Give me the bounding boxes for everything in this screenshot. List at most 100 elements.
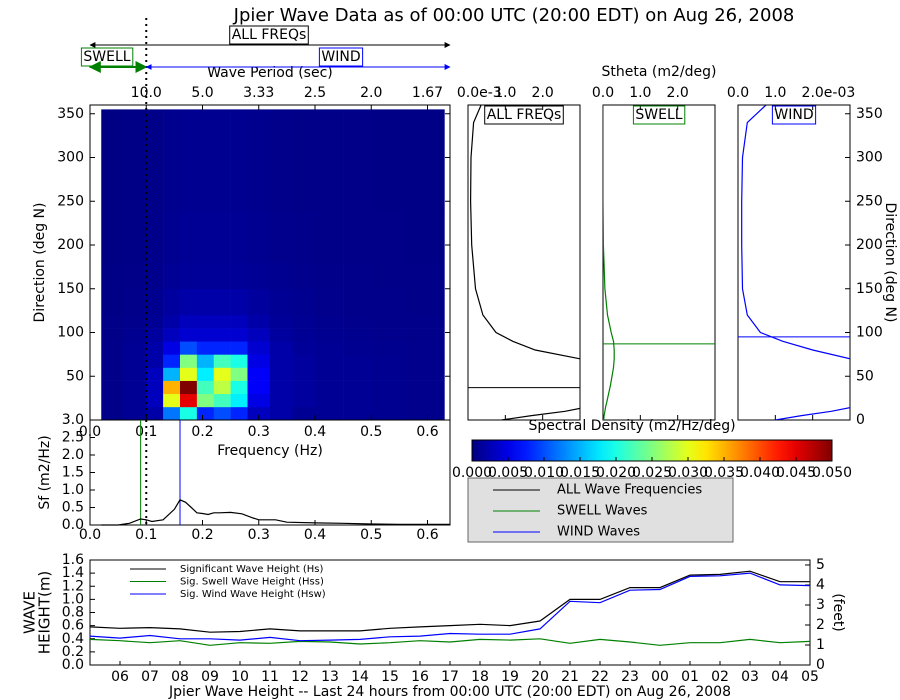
heatmap-cell — [230, 354, 248, 368]
x-tick-label: 13 — [321, 669, 339, 685]
heatmap-cell — [123, 315, 147, 329]
heatmap-cell — [315, 262, 344, 290]
heatmap-cell — [343, 157, 372, 211]
direction-line — [603, 105, 615, 420]
heatmap-cell — [371, 341, 406, 355]
x-tick-label: 1.0 — [764, 85, 786, 101]
x-tick-label: 16 — [411, 669, 429, 685]
heatmap-cell — [371, 367, 406, 381]
heatmap-cell — [371, 380, 406, 395]
heatmap-cell — [180, 157, 198, 211]
heatmap-cell — [230, 157, 248, 211]
heatmap-cell — [315, 341, 344, 355]
heatmap-cell — [292, 406, 316, 421]
heatmap-cell — [196, 341, 215, 355]
heatmap-cell — [196, 328, 215, 342]
heatmap-cell — [213, 367, 231, 381]
heatmap-cell — [343, 315, 372, 329]
all-label: ALL FREQs — [232, 27, 307, 43]
y-tick-label: 1.5 — [62, 465, 84, 481]
x-tick-label: 07 — [141, 669, 159, 685]
heatmap-cell — [230, 328, 248, 342]
heatmap-cell — [247, 354, 271, 368]
heatmap-cell — [405, 210, 445, 263]
y-tick-label: 300 — [57, 150, 84, 166]
legend-label: ALL Wave Frequencies — [557, 483, 702, 498]
heatmap-cell — [101, 354, 125, 368]
heatmap-cell — [405, 109, 445, 158]
heatmap-cell — [247, 393, 271, 408]
wind-label: WIND — [321, 49, 360, 65]
heatmap-cell — [371, 328, 406, 342]
x-tick-label: 0.6 — [416, 527, 438, 543]
heatmap-cell — [405, 288, 445, 316]
panel-label: WIND — [774, 107, 813, 123]
heatmap-cell — [146, 354, 164, 368]
heatmap-cell — [315, 393, 344, 408]
heatmap-cell — [270, 210, 293, 263]
heatmap-cell — [146, 288, 164, 316]
heatmap-cell — [123, 393, 147, 408]
legend-label: WIND Waves — [557, 525, 640, 540]
heatmap-cell — [292, 109, 316, 158]
heatmap-cell — [163, 328, 181, 342]
x-tick-label: 0.0 — [592, 85, 614, 101]
heatmap-cell — [230, 288, 248, 316]
x-tick-label: 1.0 — [494, 85, 516, 101]
heatmap-cell — [180, 367, 198, 381]
heatmap-cell — [163, 262, 181, 290]
heatmap-cell — [123, 406, 147, 421]
x-tick-label: 0.045 — [776, 465, 816, 481]
heatmap-cell — [146, 406, 164, 421]
heatmap-cell — [213, 393, 231, 408]
x2-tick-label: 1.67 — [412, 85, 443, 101]
legend-label: Significant Wave Height (Hs) — [180, 564, 323, 575]
heatmap-cell — [101, 315, 125, 329]
x-tick-label: 0.6 — [416, 424, 438, 440]
x-tick-label: 0.035 — [704, 465, 744, 481]
legend-label: SWELL Waves — [557, 504, 648, 519]
plot-area — [468, 105, 580, 420]
heatmap-cell — [180, 262, 198, 290]
heatmap-cell — [343, 262, 372, 290]
x-tick-label: 22 — [591, 669, 609, 685]
heatmap-cell — [405, 367, 445, 381]
heatmap-cell — [247, 210, 271, 263]
heatmap-cell — [196, 288, 215, 316]
heatmap-cell — [180, 393, 198, 408]
x-tick-label: 2.0 — [802, 85, 824, 101]
x-tick-label: 17 — [441, 669, 459, 685]
y-tick-label: 1 — [816, 637, 825, 653]
series-line — [89, 570, 810, 633]
heatmap-cell — [343, 380, 372, 395]
heatmap-cell — [343, 393, 372, 408]
heatmap-cell — [146, 393, 164, 408]
heatmap-cell — [343, 354, 372, 368]
x-tick-label: 08 — [171, 669, 189, 685]
y-tick-label: 100 — [856, 325, 883, 341]
heatmap-cell — [196, 393, 215, 408]
heatmap-cell — [230, 315, 248, 329]
heatmap-cell — [270, 354, 293, 368]
heatmap-cell — [315, 288, 344, 316]
heatmap-cell — [371, 354, 406, 368]
x-tick-label: 2.0 — [532, 85, 554, 101]
heatmap-cell — [405, 328, 445, 342]
y-tick-label: 0.6 — [62, 618, 84, 634]
heatmap-cell — [292, 354, 316, 368]
heatmap-cell — [213, 210, 231, 263]
heatmap-cell — [196, 210, 215, 263]
heatmap-cell — [123, 157, 147, 211]
x2-axis-label: Stheta (m2/deg) — [602, 64, 717, 80]
heatmap-cell — [343, 210, 372, 263]
heatmap-cell — [270, 328, 293, 342]
y-tick-label: 1.6 — [62, 552, 84, 568]
heatmap-cell — [343, 328, 372, 342]
heatmap-cell — [180, 315, 198, 329]
y-tick-label: 5 — [816, 557, 825, 573]
heatmap-cell — [213, 354, 231, 368]
y-tick-label: 3.0 — [62, 412, 84, 428]
heatmap-cell — [343, 288, 372, 316]
heatmap-cell — [247, 262, 271, 290]
panel-label-box — [484, 105, 564, 125]
